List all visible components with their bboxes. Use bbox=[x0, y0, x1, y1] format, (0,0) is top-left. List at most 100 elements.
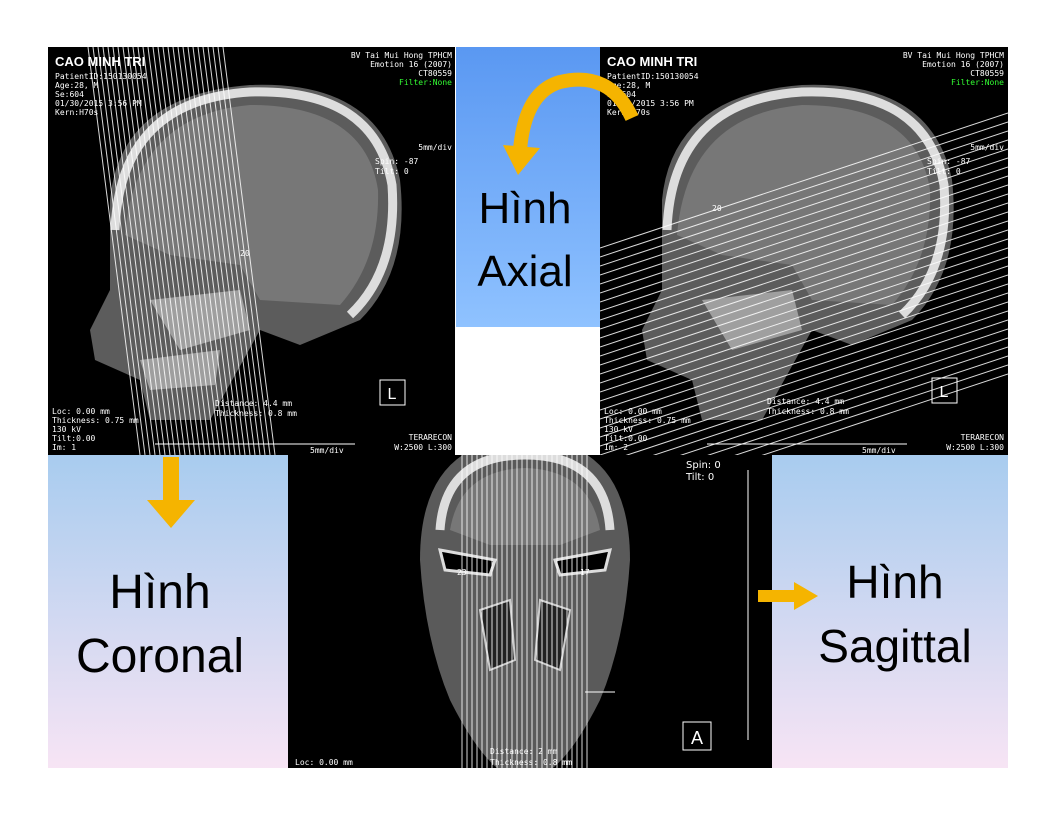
slice-line bbox=[87, 47, 141, 455]
marker: A bbox=[691, 728, 703, 748]
slice-line bbox=[112, 47, 166, 455]
slice-line bbox=[172, 47, 226, 455]
info: Age:28, M bbox=[55, 81, 99, 90]
slice-line bbox=[127, 47, 181, 455]
slice-line bbox=[147, 47, 201, 455]
slice-line bbox=[107, 47, 161, 455]
ct-panel-1 bbox=[48, 47, 455, 455]
patient-name: CAO MINH TRI bbox=[607, 54, 697, 69]
slice-line bbox=[192, 47, 246, 455]
patient-name: CAO MINH TRI bbox=[55, 54, 145, 69]
panel-3-text: Spin: 0 Tilt: 0 23 17 Loc: 0.00 mm Dista… bbox=[295, 460, 749, 767]
slice-line bbox=[600, 274, 1008, 411]
slice-line bbox=[132, 47, 186, 455]
slice-line bbox=[222, 47, 276, 455]
slice-line bbox=[182, 47, 236, 455]
marker: L bbox=[940, 384, 949, 401]
slice-line bbox=[92, 47, 146, 455]
slice-line bbox=[600, 157, 1008, 294]
info: PatientID:150130054 bbox=[607, 72, 699, 81]
brain bbox=[125, 105, 379, 305]
slice-line bbox=[600, 283, 1008, 420]
slice-line bbox=[102, 47, 156, 455]
hospital: Emotion 16 (2007) bbox=[922, 60, 1004, 69]
slice-line bbox=[122, 47, 176, 455]
orientation: Spin: -87 bbox=[375, 157, 419, 166]
slice-line bbox=[600, 202, 1008, 339]
filter: Filter:None bbox=[399, 78, 452, 87]
info: PatientID:150130054 bbox=[55, 72, 147, 81]
slice-line bbox=[117, 47, 171, 455]
measure: Thickness: 0.8 mm bbox=[490, 758, 572, 767]
down-arrow bbox=[163, 457, 179, 502]
axial-box bbox=[456, 47, 600, 327]
measure: Distance: 4.4 mm bbox=[767, 397, 844, 406]
orientation: Spin: 0 bbox=[686, 460, 721, 471]
footer: Im: 2 bbox=[604, 443, 628, 452]
slice-line bbox=[167, 47, 221, 455]
slice-lines bbox=[461, 455, 588, 768]
arrow-head bbox=[503, 145, 540, 175]
slice-number: 20 bbox=[240, 249, 250, 258]
slice-line bbox=[600, 310, 1008, 447]
ct-panel-2 bbox=[600, 47, 1008, 455]
measure: Distance: 2 mm bbox=[490, 747, 558, 756]
info: Age:28, M bbox=[607, 81, 651, 90]
slice-line bbox=[600, 175, 1008, 312]
scale-bottom: 5mm/div bbox=[862, 446, 896, 455]
slice-line bbox=[680, 346, 1008, 455]
axial-label: Hình bbox=[479, 184, 572, 233]
coronal-label: Hình bbox=[109, 566, 210, 619]
slice-lines bbox=[600, 112, 1008, 455]
info: Se:604 bbox=[55, 90, 84, 99]
skull bbox=[435, 455, 615, 531]
marker: L bbox=[388, 386, 397, 403]
hospital: BV Tai Mui Hong TPHCM bbox=[351, 51, 452, 60]
slice-line bbox=[600, 184, 1008, 321]
slice-lines bbox=[87, 47, 276, 455]
slice-line bbox=[652, 337, 1008, 455]
arrow-head bbox=[147, 500, 195, 528]
coronal-label: Coronal bbox=[76, 630, 244, 683]
slice-line bbox=[157, 47, 211, 455]
panel-1-text: CAO MINH TRI PatientID:150130054 Age:28,… bbox=[52, 51, 452, 455]
slice-line bbox=[97, 47, 151, 455]
hospital: Emotion 16 (2007) bbox=[370, 60, 452, 69]
slice-line bbox=[600, 292, 1008, 429]
window: W:2500 L:300 bbox=[946, 443, 1004, 452]
axial-label: Axial bbox=[477, 247, 572, 296]
slice-line bbox=[600, 319, 1008, 455]
slice-line bbox=[137, 47, 191, 455]
vendor: TERARECON bbox=[961, 433, 1005, 442]
slice-number: 23 bbox=[457, 568, 467, 577]
measure: Thickness: 0.8 mm bbox=[767, 407, 849, 416]
slice-line bbox=[207, 47, 261, 455]
info: 01/30/2015 3:56 PM bbox=[55, 99, 142, 108]
slice-line bbox=[600, 247, 1008, 384]
orientation: Tilt: 0 bbox=[375, 167, 409, 176]
orientation: Tilt: 0 bbox=[685, 472, 714, 483]
slice-line bbox=[187, 47, 241, 455]
slice-line bbox=[600, 130, 1008, 267]
info: 01/30/2015 3:56 PM bbox=[607, 99, 694, 108]
footer: Loc: 0.00 mm bbox=[52, 407, 110, 416]
measure: Distance: 4.4 mm bbox=[215, 399, 292, 408]
orientation: Tilt: 0 bbox=[927, 167, 961, 176]
slice-line bbox=[600, 265, 1008, 402]
curved-arrow bbox=[513, 72, 639, 151]
marker-box bbox=[682, 721, 712, 751]
right-arrow bbox=[758, 590, 796, 602]
footer: Thickness: 0.75 mm bbox=[52, 416, 139, 425]
slice-line bbox=[142, 47, 196, 455]
slice-line bbox=[625, 328, 1008, 455]
slice-line bbox=[600, 193, 1008, 330]
brain bbox=[677, 105, 931, 305]
slice-line bbox=[600, 238, 1008, 375]
slice-number: 20 bbox=[712, 204, 722, 213]
scale: 5mm/div bbox=[970, 143, 1004, 152]
slice-line bbox=[162, 47, 216, 455]
slice-line bbox=[217, 47, 271, 455]
footer: Tilt:0.00 bbox=[604, 434, 648, 443]
slice-line bbox=[600, 220, 1008, 357]
